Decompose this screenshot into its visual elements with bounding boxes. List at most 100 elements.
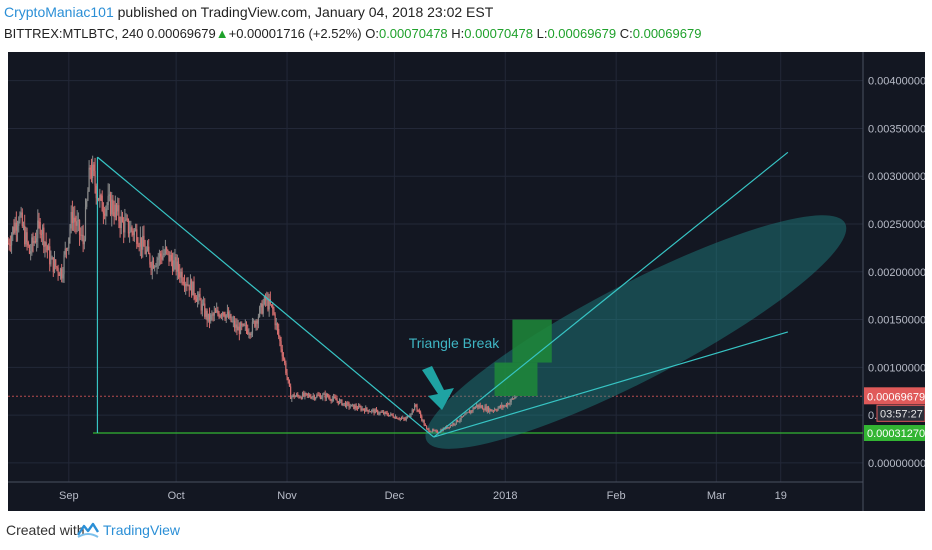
candle-body bbox=[377, 410, 379, 414]
candle-body bbox=[226, 311, 229, 315]
candle-body bbox=[301, 393, 304, 399]
candle-body bbox=[356, 408, 358, 409]
candle-body bbox=[316, 395, 318, 398]
low-label: L: bbox=[536, 26, 548, 41]
candle-body bbox=[455, 419, 457, 424]
candle-body bbox=[105, 208, 107, 216]
candle-body bbox=[396, 416, 398, 419]
candle-body bbox=[201, 303, 203, 311]
candle-body bbox=[108, 194, 110, 196]
candle-body bbox=[199, 293, 201, 301]
candle-body bbox=[33, 240, 35, 244]
candle-body bbox=[238, 326, 240, 334]
candle-body bbox=[380, 412, 382, 413]
candle-body bbox=[239, 323, 242, 334]
candle-body bbox=[236, 324, 238, 331]
candle-body bbox=[86, 200, 88, 207]
candle-body bbox=[219, 315, 221, 318]
candles-group bbox=[8, 155, 517, 435]
candle-body bbox=[163, 253, 165, 256]
y-tick-label: 0.00000000 bbox=[868, 458, 925, 470]
candle-body bbox=[251, 321, 254, 334]
candle-body bbox=[8, 243, 9, 244]
tradingview-link[interactable]: TradingView bbox=[103, 522, 181, 538]
candle-body bbox=[181, 271, 183, 282]
author-link[interactable]: CryptoManiac101 bbox=[4, 4, 114, 20]
candle-body bbox=[191, 280, 193, 296]
candle-body bbox=[40, 234, 42, 236]
candle-body bbox=[349, 406, 351, 408]
candle-body bbox=[313, 395, 316, 399]
candle-body bbox=[194, 295, 196, 300]
candle-body bbox=[366, 407, 368, 410]
candle-body bbox=[176, 261, 178, 272]
candle-body bbox=[151, 260, 153, 271]
candle-body bbox=[62, 274, 64, 279]
candle-body bbox=[390, 413, 392, 415]
candle-body bbox=[19, 214, 21, 222]
candle-body bbox=[402, 417, 404, 419]
candle-body bbox=[149, 254, 151, 265]
x-tick-label: Nov bbox=[277, 490, 297, 502]
candle-body bbox=[49, 246, 51, 265]
candle-body bbox=[272, 304, 274, 309]
candle-body bbox=[511, 398, 514, 400]
candle-body bbox=[173, 260, 175, 271]
candle-body bbox=[87, 191, 89, 201]
candle-body bbox=[263, 296, 265, 305]
candle-body bbox=[218, 313, 220, 318]
candle-body bbox=[58, 273, 60, 276]
candle-body bbox=[264, 296, 267, 301]
candle-body bbox=[202, 303, 205, 305]
candle-body bbox=[164, 247, 167, 254]
open-value: 0.00070478 bbox=[378, 26, 448, 41]
candle-body bbox=[433, 429, 435, 431]
candle-body bbox=[8, 243, 10, 246]
candle-body bbox=[130, 227, 132, 233]
candle-body bbox=[508, 403, 510, 405]
candle-body bbox=[20, 212, 22, 215]
candle-body bbox=[177, 261, 180, 272]
candle-body bbox=[15, 222, 17, 231]
x-tick-label: Dec bbox=[385, 490, 405, 502]
price-chart[interactable]: 0.00400000 0.00350000 0.00300000 0.00250000… bbox=[8, 52, 925, 511]
published-line: CryptoManiac101 published on TradingView… bbox=[4, 4, 493, 20]
candle-body bbox=[274, 314, 276, 326]
candle-body bbox=[355, 405, 357, 409]
target-box bbox=[512, 319, 552, 363]
candle-body bbox=[231, 321, 233, 322]
candle-body bbox=[95, 185, 97, 199]
candle-body bbox=[510, 398, 512, 402]
candle-body bbox=[499, 406, 502, 408]
candle-body bbox=[261, 303, 263, 314]
candle-body bbox=[52, 257, 54, 272]
candle-body bbox=[485, 406, 487, 412]
candle-body bbox=[123, 221, 125, 233]
chart-area[interactable]: 0.00400000 0.00350000 0.00300000 0.00250000… bbox=[8, 52, 925, 511]
candle-body bbox=[241, 323, 243, 326]
candle-body bbox=[419, 412, 422, 417]
support-price-badge bbox=[864, 425, 925, 442]
candle-body bbox=[414, 404, 416, 411]
candle-body bbox=[77, 220, 79, 222]
candle-body bbox=[107, 195, 109, 206]
candle-body bbox=[424, 425, 426, 426]
candle-body bbox=[235, 324, 237, 328]
candle-body bbox=[111, 199, 113, 215]
candle-body bbox=[470, 410, 472, 414]
candle-body bbox=[25, 232, 27, 245]
candle-body bbox=[331, 398, 333, 401]
candle-body bbox=[83, 239, 85, 245]
candle-body bbox=[416, 405, 418, 410]
candle-body bbox=[89, 167, 91, 170]
high-label: H: bbox=[451, 26, 465, 41]
candle-body bbox=[384, 411, 386, 415]
candle-body bbox=[291, 396, 293, 399]
candle-body bbox=[268, 299, 270, 310]
candle-body bbox=[489, 409, 491, 412]
candle-body bbox=[371, 410, 373, 412]
candle-body bbox=[206, 310, 208, 321]
candle-body bbox=[197, 297, 199, 302]
candle-body bbox=[225, 314, 227, 319]
chart-header: CryptoManiac101 published on TradingView… bbox=[0, 0, 932, 50]
